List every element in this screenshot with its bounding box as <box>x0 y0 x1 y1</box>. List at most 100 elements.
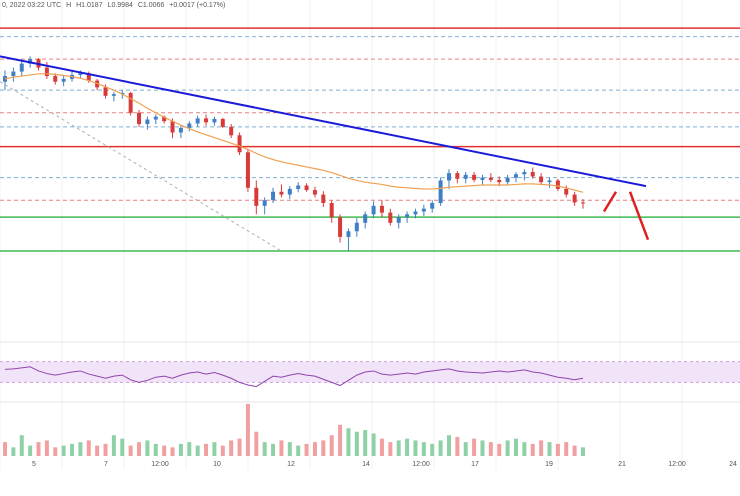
volume-bar <box>137 442 142 456</box>
candle-body <box>11 71 16 77</box>
candle-body <box>279 191 284 195</box>
volume-bar <box>455 436 460 456</box>
volume-bar <box>19 435 24 456</box>
candle-body <box>44 67 49 77</box>
volume-bar <box>522 442 527 456</box>
volume-bar <box>262 442 267 456</box>
candle-body <box>530 172 535 177</box>
x-tick-label: 24 <box>729 461 737 468</box>
candle-body <box>363 214 368 223</box>
candle-body <box>304 185 309 191</box>
volume-bar <box>220 445 225 456</box>
volume-bar <box>204 443 209 456</box>
candle-body <box>195 118 200 124</box>
x-tick-label: 10 <box>213 461 221 468</box>
x-tick-label: 19 <box>545 461 553 468</box>
x-tick-label: 5 <box>32 461 36 468</box>
volume-bar <box>36 442 41 456</box>
candle-body <box>572 194 577 203</box>
volume-bar <box>572 445 577 456</box>
candle-body <box>296 185 301 189</box>
candle-body <box>446 173 451 181</box>
volume-bar <box>463 442 468 456</box>
candle-body <box>413 211 418 215</box>
volume-bar <box>11 447 16 456</box>
header-ohlc-prefix: H <box>66 2 72 9</box>
candle-body <box>329 203 334 218</box>
candle-body <box>19 63 24 72</box>
volume-bar <box>53 447 58 456</box>
volume-bar <box>162 445 167 456</box>
candle-body <box>488 177 493 180</box>
candle-body <box>53 76 58 82</box>
candle-body <box>86 73 91 81</box>
volume-bar <box>539 440 544 456</box>
volume-bar <box>195 445 200 456</box>
candle-body <box>262 200 267 206</box>
volume-bar <box>363 430 368 456</box>
volume-bar <box>547 442 552 456</box>
candle-body <box>321 194 326 204</box>
candle-body <box>178 127 183 133</box>
header-low: L0.9984 <box>107 2 133 9</box>
volume-bar <box>3 442 7 456</box>
candle-body <box>388 212 393 223</box>
candle-body <box>338 217 343 237</box>
candle-body <box>480 177 485 180</box>
volume-bar <box>28 445 33 456</box>
diagonal-dashed-line <box>0 81 282 252</box>
volume-bar <box>338 424 343 456</box>
volume-bar <box>530 443 535 456</box>
volume-bar <box>480 440 485 456</box>
candle-body <box>212 118 217 123</box>
candle-body <box>522 172 527 175</box>
candle-body <box>245 152 250 188</box>
candle-body <box>271 191 276 201</box>
candle-body <box>513 174 518 178</box>
volume-bar <box>312 442 317 456</box>
volume-bar <box>86 440 91 456</box>
volume-bar <box>245 404 250 456</box>
volume-bar <box>78 442 83 456</box>
candle-body <box>371 205 376 215</box>
x-tick-label: 12:00 <box>412 461 430 468</box>
volume-bar <box>488 442 493 456</box>
volume-bar <box>254 431 259 456</box>
header-datetime: 0, 2022 03:22 UTC <box>2 2 62 9</box>
candle-body <box>346 231 351 237</box>
candle-body <box>463 174 468 179</box>
candle-body <box>187 123 192 128</box>
volume-bar <box>421 442 426 456</box>
volume-bar <box>413 440 418 456</box>
volume-bar <box>564 442 569 456</box>
volume-bar <box>61 445 66 456</box>
candle-body <box>153 116 158 120</box>
moving-average-line <box>4 73 584 193</box>
volume-bar <box>120 438 125 456</box>
volume-bar <box>170 447 175 456</box>
candle-body <box>497 179 502 183</box>
candle-body <box>396 217 401 223</box>
projection-down-stroke <box>628 191 650 241</box>
candle-body <box>78 73 83 75</box>
x-tick-label: 12:00 <box>668 461 686 468</box>
x-tick-label: 12 <box>287 461 295 468</box>
bearish-trendline <box>0 55 647 188</box>
candle-body <box>354 222 359 232</box>
rsi-band <box>0 361 740 383</box>
candle-body <box>547 180 552 183</box>
volume-bar <box>430 443 435 456</box>
candle-body <box>505 177 510 183</box>
candle-body <box>170 121 175 133</box>
candle-body <box>287 188 292 195</box>
volume-bar <box>329 435 334 456</box>
volume-bar <box>371 433 376 456</box>
volume-bar <box>111 435 116 456</box>
volume-bar <box>446 435 451 456</box>
volume-bar <box>229 440 234 456</box>
volume-bar <box>497 443 502 456</box>
volume-bar <box>304 443 309 456</box>
volume-bar <box>581 447 585 456</box>
candle-body <box>564 188 569 195</box>
